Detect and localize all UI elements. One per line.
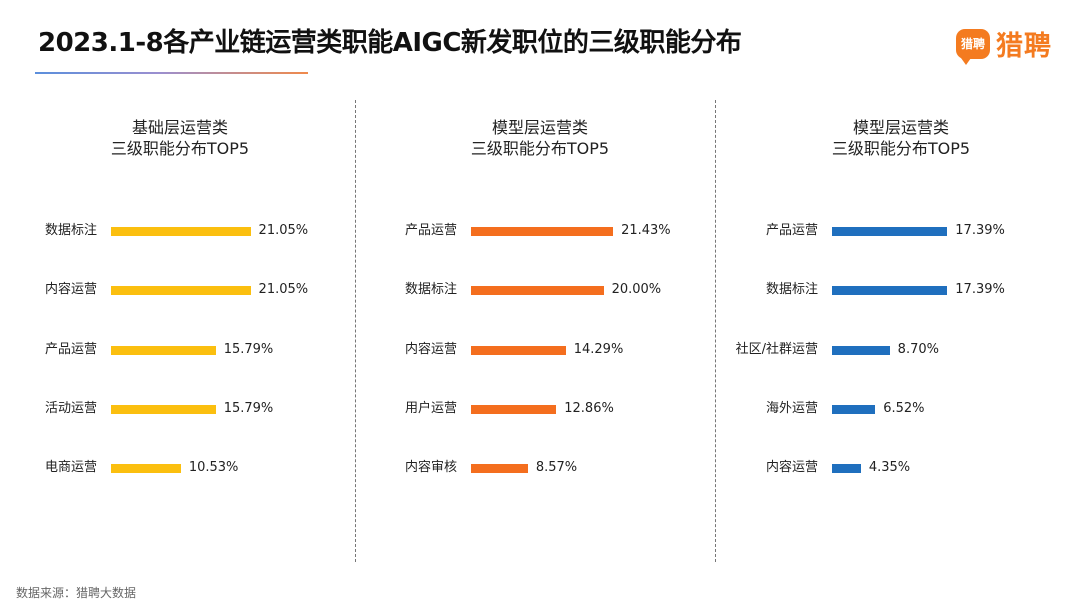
panel-title-line1: 模型层运营类 — [491, 118, 588, 137]
value-label: 21.43% — [621, 223, 671, 238]
category-label: 电商运营 — [44, 460, 97, 476]
category-label: 数据标注 — [404, 282, 457, 298]
bar — [111, 404, 216, 414]
bar-row: 电商运营 10.53% — [0, 458, 360, 478]
bar — [111, 286, 251, 296]
bar-row: 活动运营 15.79% — [0, 399, 360, 419]
value-label: 17.39% — [955, 282, 1005, 298]
category-label: 产品运营 — [44, 341, 97, 357]
bar — [111, 464, 181, 474]
value-label: 14.29% — [573, 341, 624, 357]
value-label: 6.52% — [883, 400, 925, 416]
value-label: 8.57% — [535, 460, 578, 476]
bar — [471, 345, 566, 355]
brand-logo: 猎聘 猎聘 — [956, 24, 1052, 65]
bar-row: 内容审核 8.57% — [360, 458, 720, 478]
bar-row: 用户运营 12.86% — [360, 399, 720, 419]
category-label: 数据标注 — [765, 282, 818, 298]
bar-row: 产品运营 17.39% — [721, 221, 1080, 241]
chart-panel-foundation: 基础层运营类 三级职能分布TOP5 数据标注 21.05% 内容运营 21.05% 产品… — [0, 0, 360, 608]
category-label: 内容运营 — [404, 341, 457, 357]
bar-row: 产品运营 21.43% — [360, 221, 720, 241]
chart-panel-model: 模型层运营类 三级职能分布TOP5 产品运营 21.43% 数据标注 20.00% 内容… — [360, 0, 720, 608]
bar — [471, 286, 604, 296]
value-label: 21.05% — [258, 223, 309, 238]
panel-title: 基础层运营类 三级职能分布TOP5 — [0, 117, 360, 159]
category-label: 数据标注 — [44, 223, 97, 238]
value-label: 15.79% — [223, 341, 274, 357]
value-label: 4.35% — [868, 460, 911, 476]
chart-panel-model-2: 模型层运营类 三级职能分布TOP5 产品运营 17.39% 数据标注 17.39% 社区… — [721, 0, 1080, 608]
bar — [111, 227, 251, 236]
bar — [471, 404, 557, 414]
bar-row: 内容运营 4.35% — [721, 458, 1080, 478]
panel-title-line2: 三级职能分布TOP5 — [831, 139, 971, 158]
panel-title-line2: 三级职能分布TOP5 — [110, 139, 250, 158]
bar — [832, 404, 876, 414]
panel-title: 模型层运营类 三级职能分布TOP5 — [360, 117, 720, 159]
panel-title: 模型层运营类 三级职能分布TOP5 — [721, 117, 1080, 159]
logo-badge: 猎聘 — [956, 28, 990, 65]
bar-row: 海外运营 6.52% — [721, 399, 1080, 419]
category-label: 产品运营 — [404, 223, 457, 238]
category-label: 内容运营 — [44, 282, 97, 298]
panel-title-line2: 三级职能分布TOP5 — [470, 139, 610, 158]
category-label: 内容审核 — [404, 460, 457, 476]
value-label: 10.53% — [188, 460, 239, 476]
bar — [471, 227, 614, 236]
panel-title-line1: 模型层运营类 — [852, 118, 949, 137]
page-title: 2023.1-8各产业链运营类职能AIGC新发职位的三级职能分布 — [38, 28, 742, 58]
bar — [111, 345, 216, 355]
panel-title-line1: 基础层运营类 — [131, 118, 228, 137]
bar-row: 数据标注 21.05% — [0, 221, 360, 241]
category-label: 社区/社群运营 — [735, 341, 818, 357]
value-label: 20.00% — [611, 282, 662, 298]
value-label: 17.39% — [955, 223, 1005, 238]
bar — [832, 286, 948, 296]
category-label: 海外运营 — [765, 400, 818, 416]
logo-text: 猎聘 — [996, 31, 1052, 62]
data-source-note: 数据来源：猎聘大数据 — [16, 586, 137, 600]
bar — [832, 227, 948, 236]
value-label: 21.05% — [258, 282, 309, 298]
category-label: 内容运营 — [765, 460, 818, 476]
bar-row: 社区/社群运营 8.70% — [721, 340, 1080, 360]
panel-divider — [355, 100, 356, 562]
category-label: 活动运营 — [44, 400, 97, 416]
bar — [832, 464, 861, 474]
bar-row: 数据标注 20.00% — [360, 280, 720, 300]
panel-divider — [715, 100, 716, 562]
title-underline — [35, 72, 308, 74]
category-label: 产品运营 — [765, 223, 818, 238]
bar-row: 产品运营 15.79% — [0, 340, 360, 360]
category-label: 用户运营 — [404, 400, 457, 416]
bar — [832, 345, 890, 355]
value-label: 8.70% — [897, 341, 939, 357]
bar — [471, 464, 528, 474]
bar-row: 内容运营 21.05% — [0, 280, 360, 300]
bar-row: 内容运营 14.29% — [360, 340, 720, 360]
value-label: 15.79% — [223, 400, 274, 416]
value-label: 12.86% — [564, 400, 614, 416]
bar-row: 数据标注 17.39% — [721, 280, 1080, 300]
